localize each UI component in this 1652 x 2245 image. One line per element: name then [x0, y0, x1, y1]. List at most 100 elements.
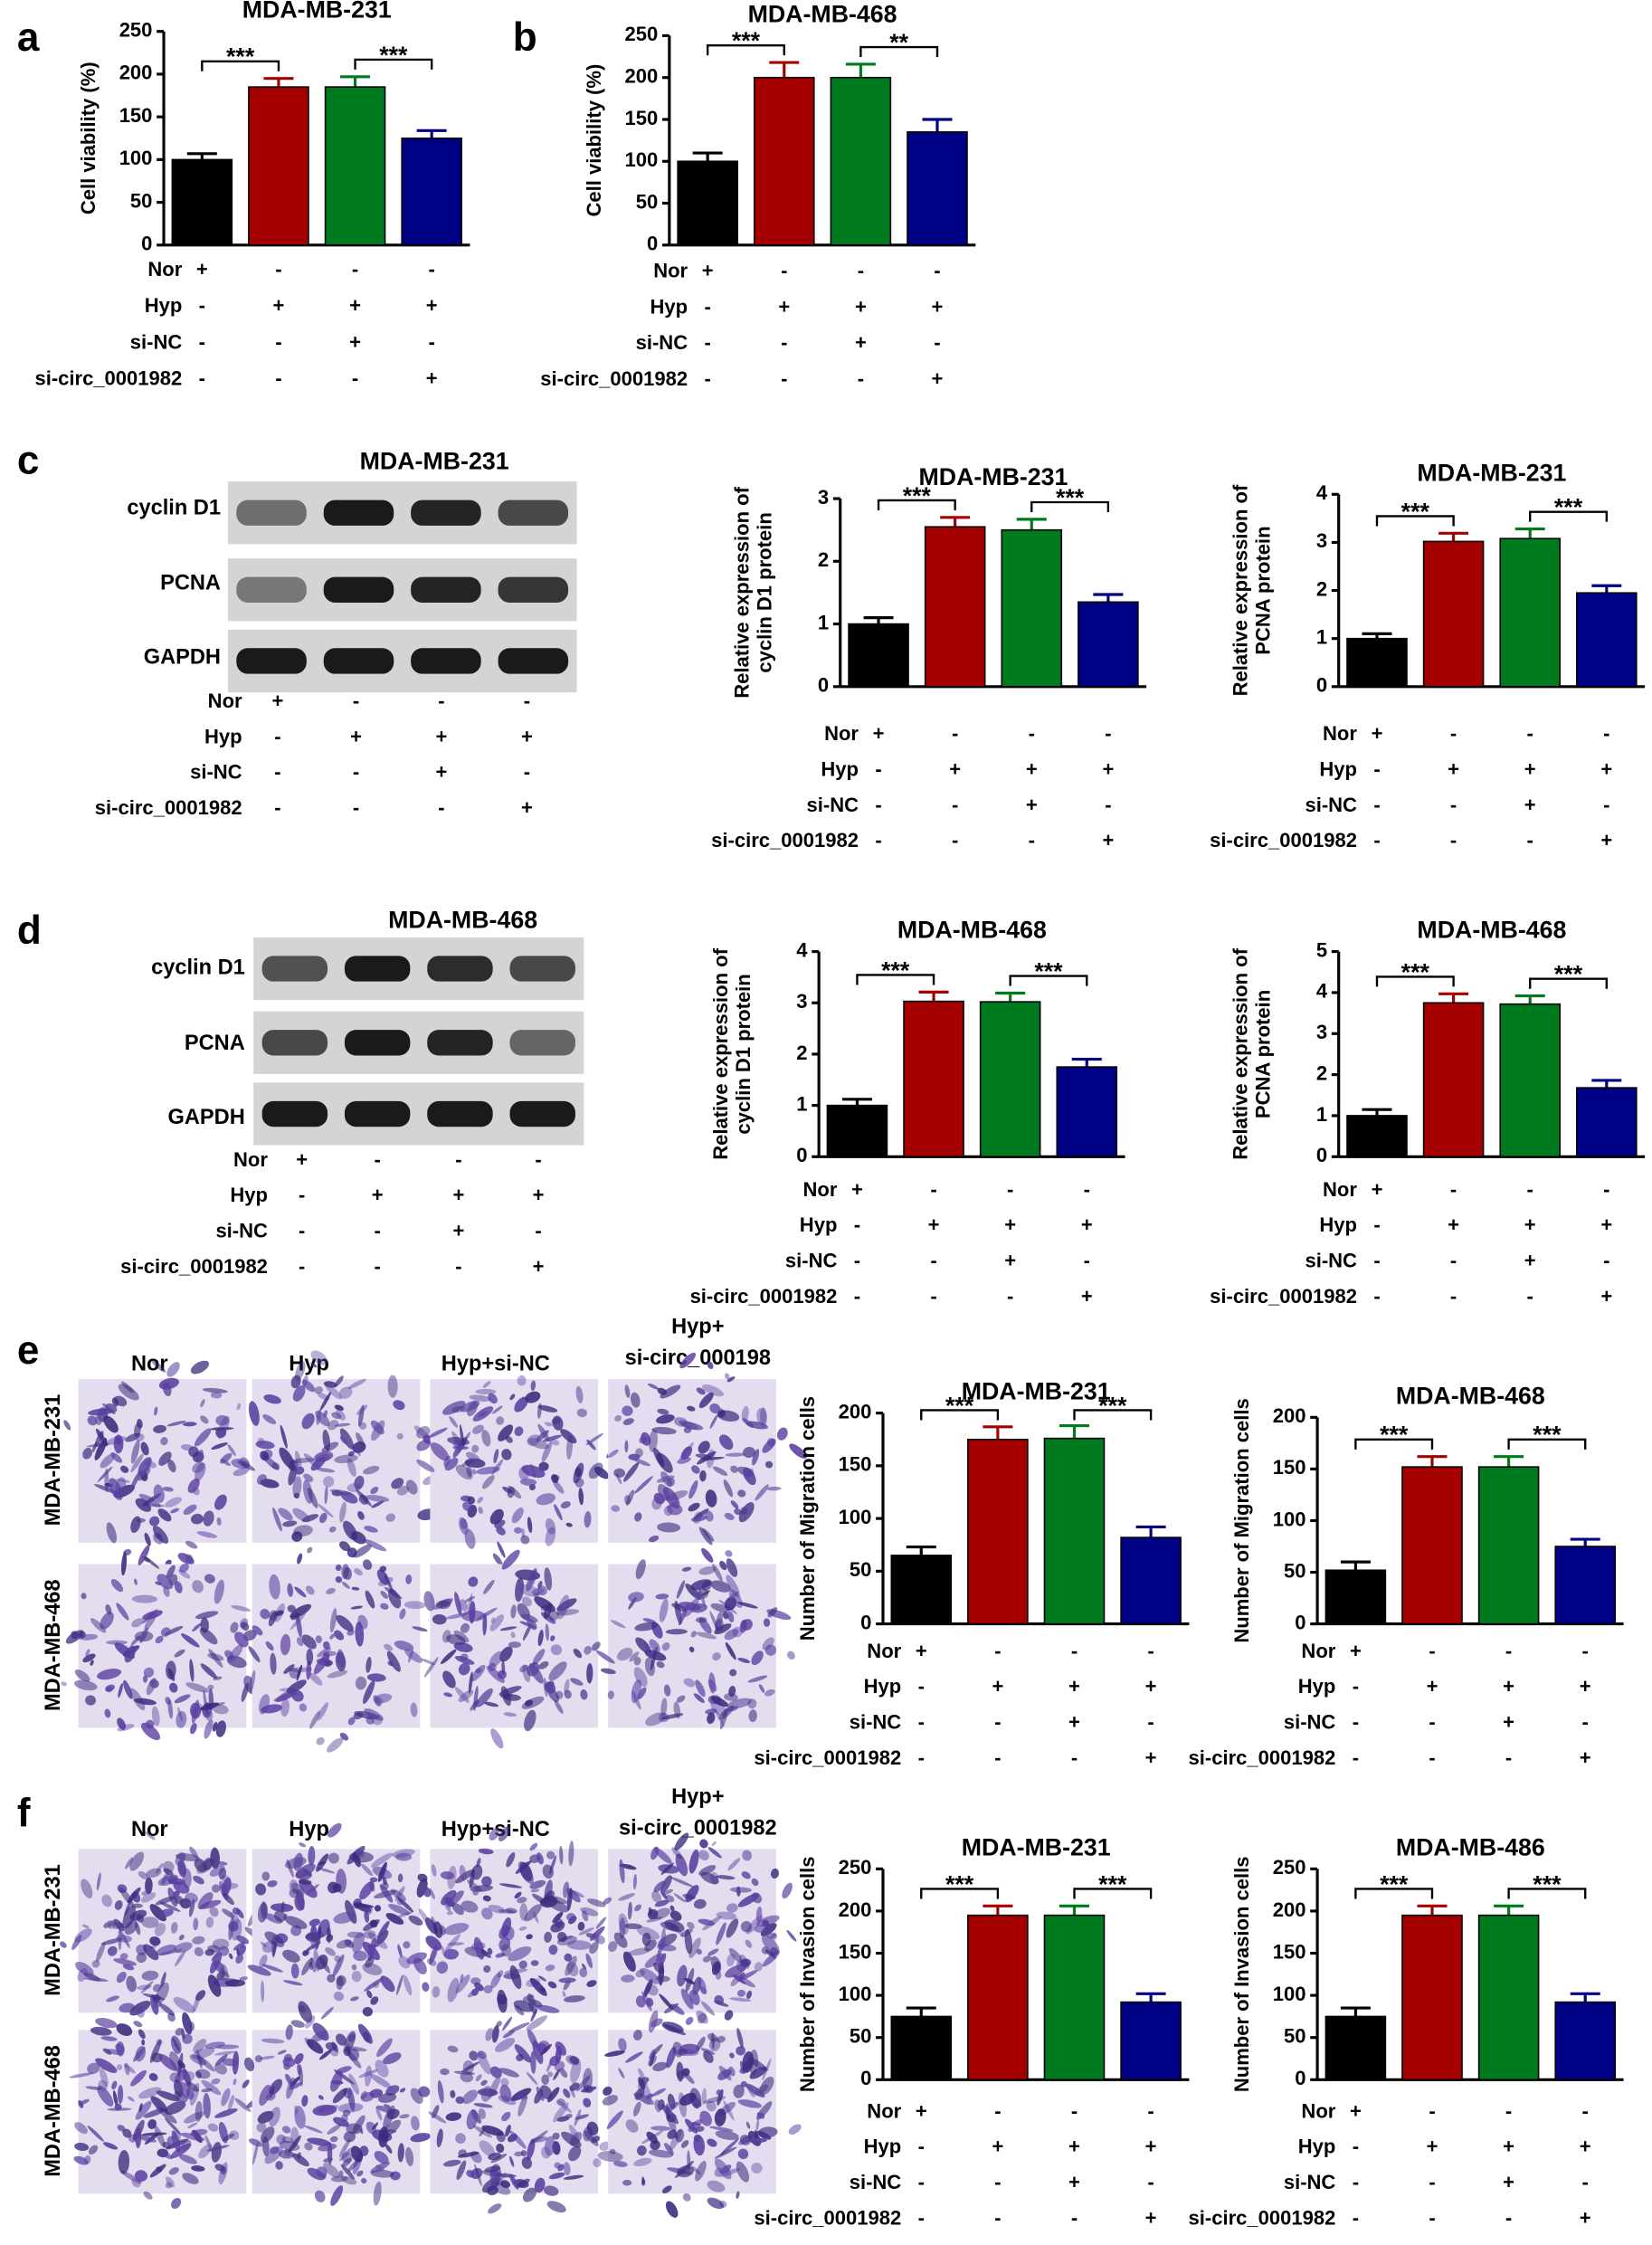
y-axis-label: Number of Migration cells [796, 1396, 819, 1641]
cell [211, 1884, 221, 1893]
condition-sign: + [1427, 2136, 1438, 2158]
cell [364, 1977, 385, 1992]
cell [458, 1689, 474, 1702]
condition-sign: + [436, 761, 448, 784]
significance-label: *** [903, 482, 932, 509]
cell [129, 2001, 151, 2016]
condition-label: Hyp [230, 1184, 268, 1206]
condition-sign: - [275, 330, 281, 353]
cell [116, 2023, 133, 2037]
cell [491, 1459, 504, 1475]
cell [97, 2085, 114, 2107]
condition-label: si-circ_0001982 [754, 1746, 901, 1769]
bar [830, 76, 892, 246]
condition-sign: - [1071, 1640, 1078, 1662]
cell [475, 1388, 497, 1394]
condition-sign: - [994, 1640, 1001, 1662]
y-tick-label: 250 [119, 19, 153, 42]
significance-label: *** [945, 1870, 974, 1898]
cell [175, 1853, 201, 1861]
cell [619, 1863, 637, 1870]
cell [385, 1913, 404, 1925]
cell [366, 1990, 373, 1999]
cell [710, 1696, 728, 1708]
cell [87, 1415, 98, 1426]
cell [476, 1858, 481, 1868]
cell [542, 1864, 554, 1879]
cell [471, 1444, 479, 1453]
bar [903, 1000, 964, 1158]
cell [81, 1924, 90, 1928]
cell [334, 1630, 345, 1641]
cell [331, 1412, 342, 1420]
cell [194, 1858, 207, 1873]
cell [74, 2142, 90, 2152]
bar [826, 1104, 888, 1158]
cell [648, 1535, 660, 1543]
bar [324, 86, 386, 246]
condition-sign: - [1527, 829, 1533, 851]
cell [613, 1468, 626, 1478]
cell [698, 1392, 714, 1409]
cell [138, 2103, 143, 2113]
condition-sign: - [1007, 1285, 1013, 1308]
cell [458, 1662, 470, 1676]
cell [204, 2135, 214, 2154]
panel-label: f [17, 1792, 31, 1836]
cell [514, 1527, 522, 1534]
condition-sign: - [1429, 2171, 1435, 2193]
blot-title: MDA-MB-468 [388, 907, 537, 934]
micrograph [418, 1826, 606, 2022]
condition-sign: + [1004, 1250, 1016, 1272]
cell [207, 2123, 219, 2132]
cell [141, 1970, 159, 1981]
cell [392, 1849, 415, 1859]
condition-sign: - [930, 1250, 936, 1272]
condition-sign: - [1582, 2171, 1589, 2193]
cell [308, 1845, 316, 1866]
cell [105, 1686, 113, 1693]
cell [335, 1565, 342, 1572]
cell [630, 1392, 641, 1408]
cell [114, 1899, 123, 1910]
condition-sign: - [1105, 722, 1111, 745]
condition-sign: - [1084, 1250, 1090, 1272]
cell [722, 1611, 729, 1620]
condition-sign: + [949, 758, 961, 781]
cell [133, 2046, 146, 2062]
cell [498, 1925, 509, 1939]
cell [193, 2039, 207, 2053]
cell [565, 1913, 575, 1921]
image-column-label: Hyp [289, 1352, 329, 1375]
cell [470, 1942, 486, 1951]
cell [370, 1852, 394, 1868]
cell [370, 1996, 379, 2005]
cell [700, 1590, 710, 1597]
blot-band [323, 499, 394, 526]
condition-sign: + [452, 1184, 464, 1206]
cell [524, 1904, 542, 1922]
cell [290, 1375, 301, 1389]
condition-sign: - [781, 367, 787, 390]
cell [129, 1851, 145, 1871]
cell [519, 1621, 536, 1629]
condition-sign: + [1145, 1675, 1157, 1698]
condition-sign: + [1600, 758, 1612, 781]
cell [364, 1910, 370, 1923]
cell [762, 1637, 774, 1650]
significance-label: *** [1380, 1870, 1409, 1898]
condition-sign: - [918, 1675, 925, 1698]
cell [364, 1526, 378, 1533]
cell [131, 1618, 144, 1628]
cell [514, 1396, 528, 1413]
cell [215, 1427, 227, 1438]
chart-title: MDA-MB-231 [962, 1833, 1111, 1860]
cell [327, 1974, 336, 1983]
cell [618, 1893, 635, 1901]
cell [508, 1945, 532, 1962]
cell [468, 1576, 479, 1587]
cell [327, 1669, 348, 1679]
cell [328, 1881, 339, 1894]
micrograph [415, 1375, 622, 1566]
cell [736, 1970, 758, 1982]
